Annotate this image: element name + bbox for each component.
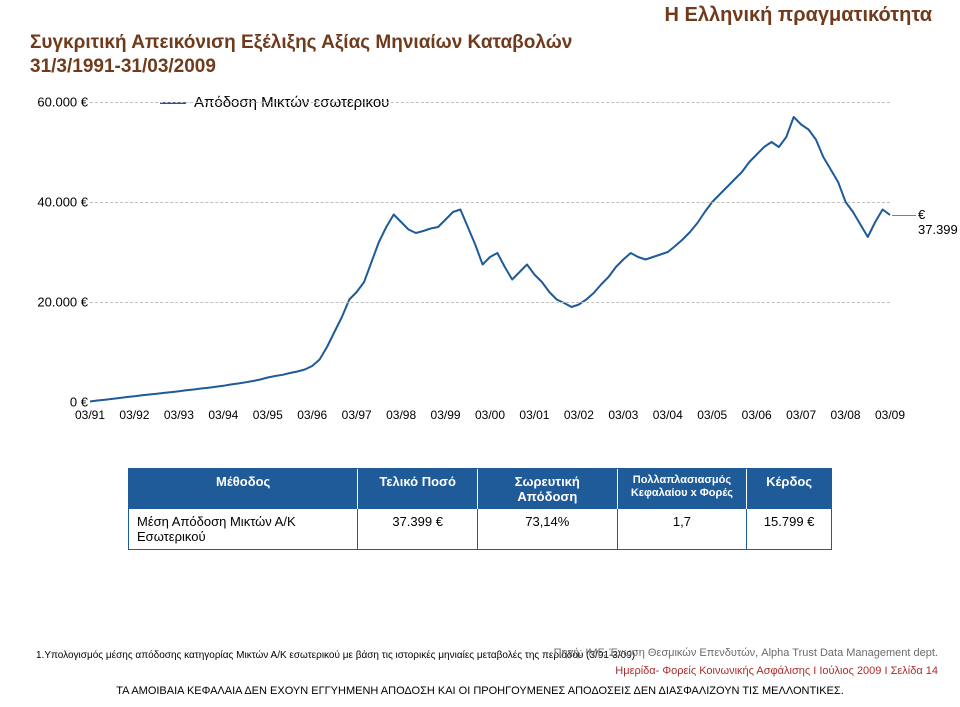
- x-tick-label: 03/99: [431, 408, 461, 422]
- table-header-row: Μέθοδος Τελικό Ποσό Σωρευτική Απόδοση Πο…: [129, 469, 831, 509]
- context-header: Η Ελληνική πραγματικότητα: [665, 4, 932, 27]
- x-tick-label: 03/93: [164, 408, 194, 422]
- y-tick-label: 20.000 €: [30, 295, 88, 310]
- chart-title-line1: Συγκριτική Απεικόνιση Εξέλιξης Αξίας Μην…: [30, 32, 940, 54]
- x-tick-label: 03/95: [253, 408, 283, 422]
- y-tick-label: 40.000 €: [30, 195, 88, 210]
- table-header-cell: Πολλαπλασιασμός Κεφαλαίου x Φορές: [618, 469, 748, 509]
- table-header-cell: Μέθοδος: [129, 469, 358, 509]
- table-row: Μέση Απόδοση Μικτών Α/Κ Εσωτερικού 37.39…: [129, 509, 831, 549]
- x-tick-label: 03/06: [742, 408, 772, 422]
- chart-title-block: Συγκριτική Απεικόνιση Εξέλιξης Αξίας Μην…: [30, 32, 940, 78]
- callout-leader: [892, 215, 916, 216]
- x-tick-label: 03/91: [75, 408, 105, 422]
- gridline: [90, 202, 890, 203]
- x-tick-label: 03/03: [608, 408, 638, 422]
- x-tick-label: 03/07: [786, 408, 816, 422]
- table-cell: 73,14%: [478, 509, 618, 549]
- chart-title-line2: 31/3/1991-31/03/2009: [30, 56, 940, 78]
- table-cell: 15.799 €: [747, 509, 831, 549]
- x-tick-label: 03/98: [386, 408, 416, 422]
- line-series: [90, 102, 890, 402]
- table-cell: 37.399 €: [358, 509, 478, 549]
- table-cell: 1,7: [618, 509, 748, 549]
- x-tick-label: 03/00: [475, 408, 505, 422]
- page-meta: Ημερίδα- Φορείς Κοινωνικής Ασφάλισης Ι Ι…: [615, 665, 938, 677]
- gridline: [90, 302, 890, 303]
- table-header-cell: Κέρδος: [747, 469, 831, 509]
- x-tick-label: 03/09: [875, 408, 905, 422]
- y-tick-label: 60.000 €: [30, 95, 88, 110]
- callout-value-label: € 37.399: [918, 207, 958, 237]
- chart-area: 0 €20.000 €40.000 €60.000 € 03/9103/9203…: [30, 102, 930, 442]
- x-tick-label: 03/94: [208, 408, 238, 422]
- x-tick-label: 03/97: [342, 408, 372, 422]
- x-tick-label: 03/96: [297, 408, 327, 422]
- x-tick-label: 03/92: [119, 408, 149, 422]
- x-tick-label: 03/01: [519, 408, 549, 422]
- x-tick-label: 03/05: [697, 408, 727, 422]
- table-header-cell: Τελικό Ποσό: [358, 469, 478, 509]
- x-tick-label: 03/04: [653, 408, 683, 422]
- summary-table: Μέθοδος Τελικό Ποσό Σωρευτική Απόδοση Πο…: [128, 468, 832, 550]
- gridline: [90, 102, 890, 103]
- table-header-cell: Σωρευτική Απόδοση: [478, 469, 618, 509]
- source-text: Πηγή: IMF, Ένωση Θεσμικών Επενδυτών, Alp…: [554, 647, 938, 659]
- chart-plot: [90, 102, 890, 402]
- table-cell: Μέση Απόδοση Μικτών Α/Κ Εσωτερικού: [129, 509, 358, 549]
- footnote-text: 1.Υπολογισμός μέσης απόδοσης κατηγορίας …: [36, 650, 635, 661]
- x-tick-label: 03/02: [564, 408, 594, 422]
- disclaimer-text: ΤΑ ΑΜΟΙΒΑΙΑ ΚΕΦΑΛΑΙΑ ΔΕΝ ΕΧΟΥΝ ΕΓΓΥΗΜΕΝΗ…: [0, 685, 960, 697]
- x-tick-label: 03/08: [831, 408, 861, 422]
